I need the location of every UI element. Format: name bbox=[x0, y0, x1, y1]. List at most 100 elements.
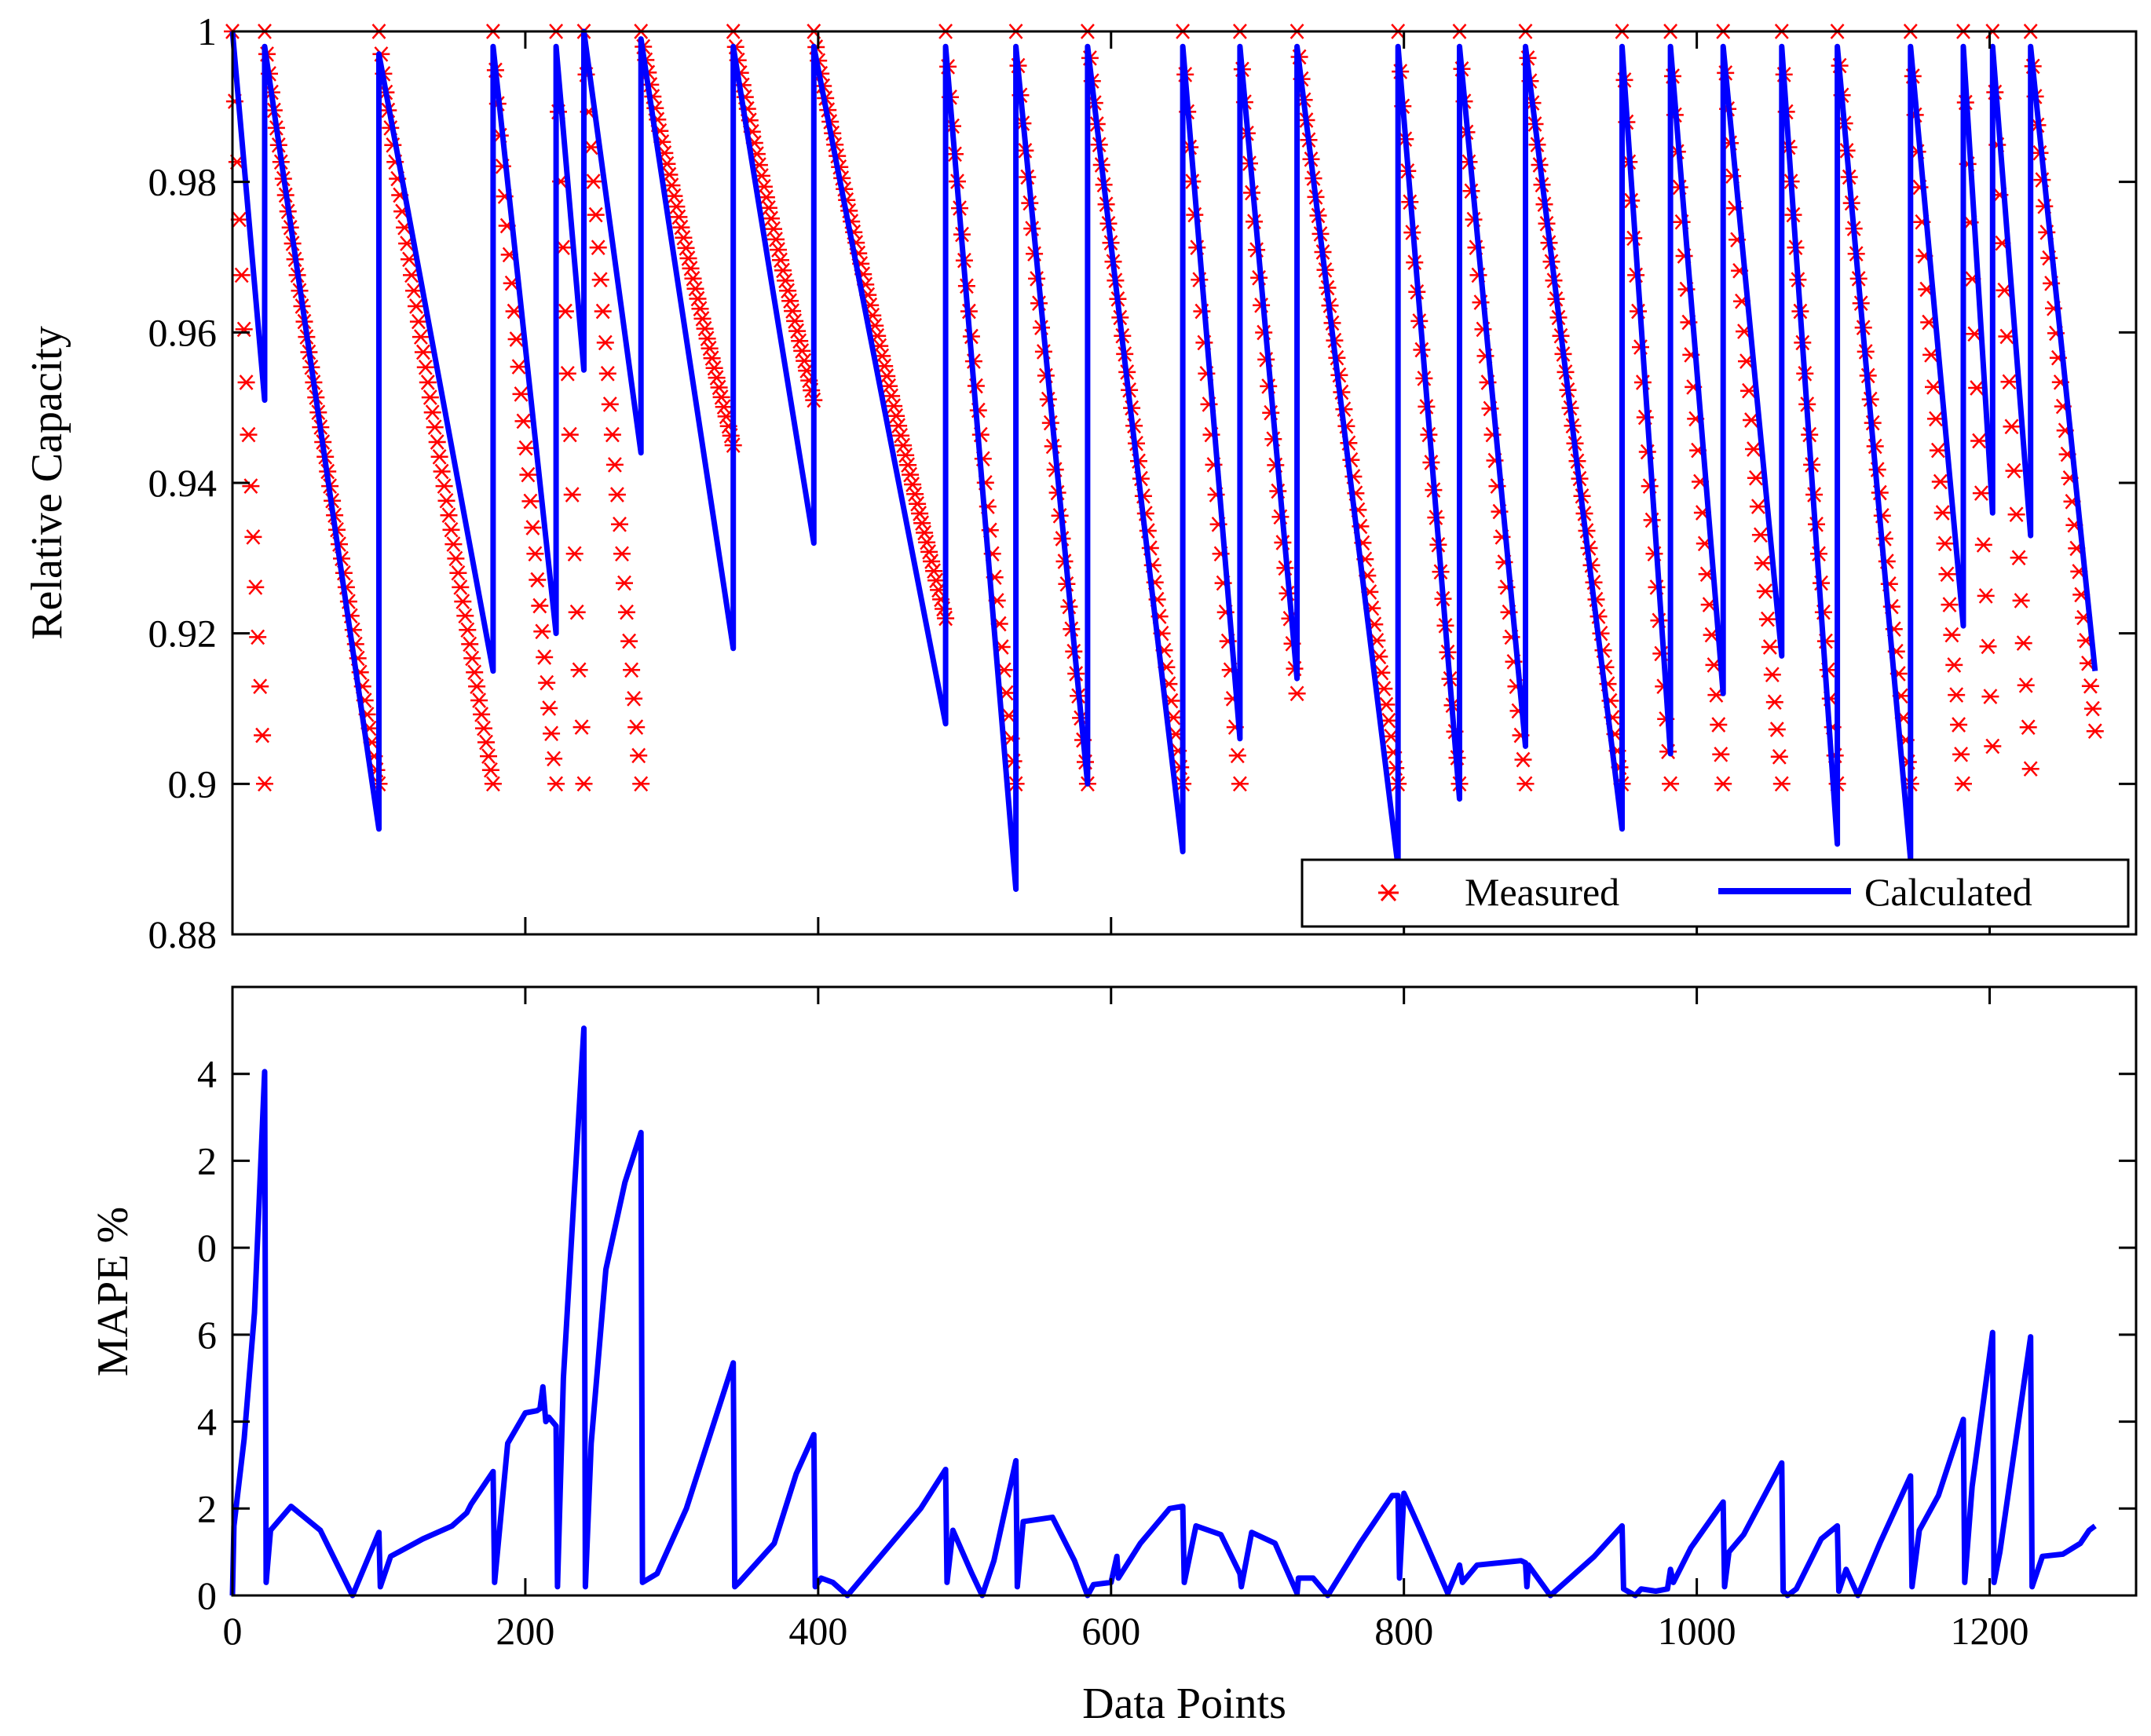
measured-point bbox=[442, 521, 460, 538]
measured-point bbox=[237, 375, 255, 390]
measured-point bbox=[1977, 588, 1995, 604]
measured-point bbox=[920, 544, 938, 560]
measured-point bbox=[444, 536, 463, 552]
top-ytick-label: 0.9 bbox=[168, 762, 218, 806]
measured-point bbox=[670, 209, 688, 225]
measured-point bbox=[1981, 689, 1999, 704]
measured-point bbox=[784, 303, 802, 319]
measured-point bbox=[2005, 462, 2023, 479]
bottom-ytick-label: 4 bbox=[197, 1052, 217, 1096]
measured-point bbox=[480, 748, 497, 764]
measured-point bbox=[440, 507, 458, 524]
measured-point bbox=[1749, 499, 1767, 514]
top-panel: 0.88 0.9 0.92 0.94 0.96 0.98 1 Relative Capaci… bbox=[23, 9, 2138, 956]
measured-point bbox=[249, 629, 267, 645]
measured-point bbox=[461, 636, 479, 652]
measured-point bbox=[526, 546, 544, 562]
measured-point bbox=[627, 719, 646, 735]
measured-point bbox=[1945, 657, 1963, 673]
measured-point bbox=[927, 572, 946, 589]
bottom-xtick-label: 1200 bbox=[1951, 1609, 2029, 1653]
measured-point bbox=[1754, 555, 1772, 572]
measured-point bbox=[916, 524, 934, 541]
measured-point bbox=[1979, 638, 1997, 655]
measured-point bbox=[1950, 717, 1968, 733]
measured-point bbox=[892, 427, 910, 444]
measured-point bbox=[1516, 776, 1535, 792]
measured-point bbox=[452, 579, 470, 595]
measured-point bbox=[1770, 748, 1788, 765]
measured-point bbox=[2081, 678, 2099, 694]
measured-point bbox=[1747, 470, 1765, 486]
top-ytick-label: 1 bbox=[197, 9, 217, 53]
measured-point bbox=[256, 776, 273, 792]
measured-point bbox=[909, 495, 927, 512]
measured-point bbox=[524, 520, 542, 535]
measured-point bbox=[484, 776, 502, 792]
measured-point bbox=[247, 579, 265, 595]
measured-point bbox=[531, 598, 549, 614]
bottom-ytick-label: 0 bbox=[197, 1573, 217, 1617]
measured-point bbox=[793, 343, 811, 359]
measured-point bbox=[596, 334, 614, 351]
measured-point bbox=[682, 261, 700, 276]
bottom-ylabel: MAPE % bbox=[89, 1207, 137, 1376]
measured-point bbox=[575, 776, 593, 792]
measured-point bbox=[902, 466, 920, 483]
bottom-xtick-label: 600 bbox=[1081, 1609, 1140, 1653]
measured-point bbox=[899, 457, 917, 473]
measured-point bbox=[601, 397, 619, 412]
measured-point bbox=[904, 477, 922, 492]
measured-point bbox=[416, 359, 434, 375]
measured-point bbox=[1765, 694, 1783, 711]
bottom-ytick-label: 2 bbox=[197, 1486, 217, 1530]
measured-point bbox=[2021, 761, 2039, 777]
measured-point bbox=[911, 506, 929, 521]
measured-point bbox=[591, 272, 609, 288]
measured-point bbox=[1941, 597, 1959, 612]
measured-point bbox=[1772, 776, 1791, 792]
measured-point bbox=[1768, 722, 1786, 737]
measured-point bbox=[244, 529, 262, 545]
measured-point bbox=[2019, 719, 2037, 736]
measured-point bbox=[1927, 411, 1944, 427]
measured-point bbox=[529, 572, 547, 588]
top-ylabel: Relative Capacity bbox=[23, 326, 71, 640]
measured-point bbox=[630, 747, 648, 764]
bottom-xtick-label: 200 bbox=[496, 1609, 554, 1653]
measured-point bbox=[437, 492, 455, 509]
measured-point bbox=[545, 751, 563, 767]
measured-point bbox=[254, 727, 272, 744]
measured-point bbox=[2083, 700, 2102, 717]
measured-point bbox=[570, 662, 588, 678]
measured-point bbox=[897, 447, 915, 463]
measured-point bbox=[1929, 442, 1947, 459]
measured-point bbox=[1984, 738, 2002, 755]
measured-point bbox=[675, 229, 693, 246]
legend-measured-label: Measured bbox=[1465, 870, 1619, 914]
measured-point bbox=[598, 365, 616, 382]
measured-point bbox=[883, 388, 901, 404]
legend-calculated-label: Calculated bbox=[1864, 870, 2032, 914]
measured-point bbox=[701, 340, 719, 356]
measured-point bbox=[510, 359, 528, 375]
measured-point bbox=[705, 360, 723, 376]
measured-point bbox=[538, 674, 556, 691]
measured-point bbox=[796, 353, 814, 369]
measured-point bbox=[620, 633, 638, 649]
measured-point bbox=[235, 321, 253, 338]
measured-point bbox=[512, 386, 530, 402]
measured-point bbox=[679, 250, 697, 266]
measured-point bbox=[880, 378, 898, 394]
bottom-panel: 0 2 4 6 0 2 4 0 200 400 600 800 1000 1200 MAPE % Data… bbox=[89, 985, 2138, 1728]
measured-point bbox=[405, 283, 423, 299]
measured-point bbox=[770, 242, 787, 258]
measured-point bbox=[632, 776, 650, 792]
measured-point bbox=[568, 604, 586, 620]
measured-point bbox=[684, 270, 702, 287]
measured-point bbox=[913, 515, 931, 532]
bottom-xtick-label: 1000 bbox=[1658, 1609, 1736, 1653]
measured-point bbox=[887, 408, 905, 424]
measured-point bbox=[430, 448, 448, 465]
